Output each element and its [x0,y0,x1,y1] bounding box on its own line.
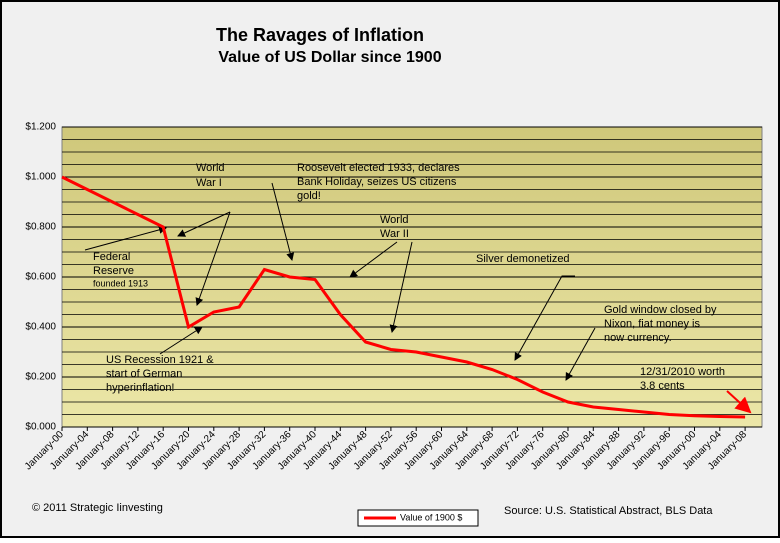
arrow [349,241,398,278]
y-tick-label: $0.800 [25,222,56,233]
arrow [726,390,752,414]
annotation: Silver demonetized [476,253,570,265]
arrow [271,182,295,261]
annotation: US Recession 1921 & [106,354,214,366]
arrows [84,182,752,414]
annotation: Nixon, fiat money is [604,318,700,330]
chart-subtitle: Value of US Dollar since 1900 [218,49,441,66]
annotation: War II [380,228,409,240]
legend [357,509,479,527]
annotation: gold! [297,190,321,202]
annotation: start of German [106,368,182,380]
legend-label: Value of 1900 $ [400,512,462,522]
arrow [159,326,203,355]
annotations: World War I Roosevelt elected 1933, decl… [93,162,725,394]
annotation: Reserve [93,265,134,277]
data-line [61,175,746,419]
arrow [177,211,231,237]
arrow [84,225,167,251]
y-tick-label: $0.000 [25,422,56,433]
y-tick-label: $0.200 [25,372,56,383]
copyright: © 2011 Strategic Iinvesting [32,502,163,514]
annotation: hyperinflation! [106,382,175,394]
y-tick-label: $0.600 [25,272,56,283]
annotation: Gold window closed by [604,304,717,316]
y-tick-label: $1.200 [25,122,56,133]
y-tick-label: $0.400 [25,322,56,333]
annotation: World [196,162,225,174]
annotation: 3.8 cents [640,380,685,392]
y-tick-label: $1.000 [25,172,56,183]
annotation: founded 1913 [93,278,148,288]
annotation: World [380,214,409,226]
arrow [565,327,596,381]
arrow [514,275,575,361]
arrow [195,211,231,306]
annotation: Bank Holiday, seizes US citizens [297,176,457,188]
chart-title: The Ravages of Inflation [216,25,424,45]
annotation: War I [196,177,222,189]
annotation: Federal [93,251,130,263]
arrow [389,241,413,333]
annotation: Roosevelt elected 1933, declares [297,162,460,174]
annotation: 12/31/2010 worth [640,366,725,378]
source: Source: U.S. Statistical Abstract, BLS D… [504,505,713,517]
annotation: now currency. [604,332,672,344]
